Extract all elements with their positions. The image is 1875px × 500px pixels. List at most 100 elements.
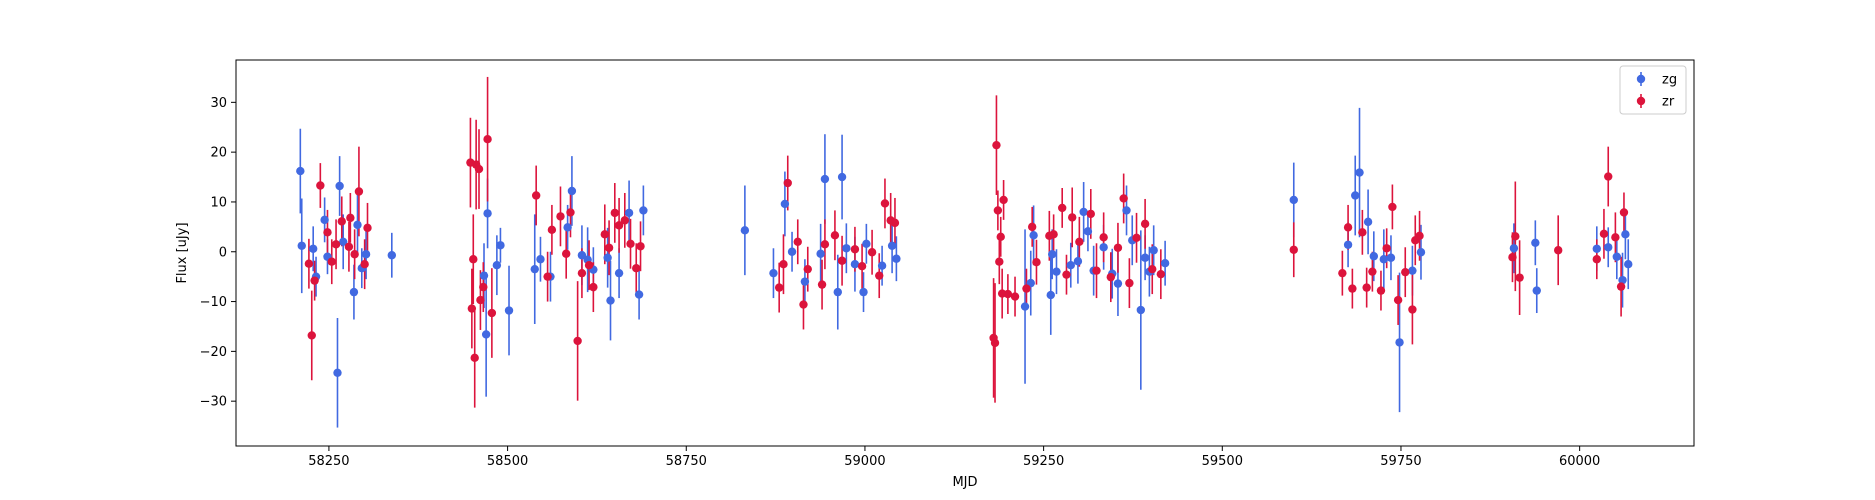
data-point-zg	[530, 264, 539, 274]
data-point-zg	[1122, 206, 1131, 215]
data-point-zr	[1611, 233, 1620, 242]
data-point-zr	[350, 250, 359, 259]
data-point-zg	[1099, 243, 1108, 252]
data-point-zr	[310, 276, 319, 285]
data-point-zr	[793, 237, 802, 246]
data-point-zg	[361, 250, 371, 259]
x-tick-label: 59500	[1202, 454, 1243, 469]
data-point-zg	[577, 251, 587, 260]
data-point-zr	[363, 223, 372, 233]
data-point-zr	[1010, 292, 1020, 301]
data-point-zg	[1509, 244, 1519, 253]
data-point-zg	[1343, 240, 1353, 249]
data-point-zg	[1136, 305, 1146, 315]
data-point-zr	[1068, 213, 1077, 222]
data-point-zg	[603, 253, 612, 262]
data-point-zr	[999, 195, 1008, 205]
data-point-zr	[1062, 270, 1071, 279]
data-point-zr	[1358, 228, 1367, 237]
data-point-zg	[1160, 259, 1170, 268]
x-axis-ticks: 58250 58500 58750 59000 59250 59500 59750 60000	[308, 446, 1600, 469]
data-point-zr	[479, 282, 488, 292]
data-point-zg	[1624, 260, 1633, 269]
data-point-zr	[561, 249, 571, 258]
data-point-zg	[1046, 290, 1055, 300]
data-point-zr	[346, 213, 355, 223]
data-point-zr	[1515, 273, 1524, 282]
y-tick-label: −10	[200, 295, 227, 310]
data-point-zr	[1362, 283, 1371, 292]
x-tick-label: 58250	[308, 454, 349, 469]
data-point-zg	[353, 220, 362, 230]
data-point-zg	[1113, 279, 1123, 288]
data-point-zr	[1408, 305, 1417, 314]
data-point-zg	[1386, 253, 1396, 262]
data-point-zr	[1022, 284, 1031, 293]
data-point-zg	[479, 271, 489, 280]
data-point-zr	[566, 208, 575, 217]
data-point-zg	[335, 181, 344, 191]
data-point-zg	[892, 254, 901, 263]
data-point-zr	[344, 242, 354, 251]
data-point-zr	[1106, 272, 1116, 282]
data-point-zg	[800, 277, 810, 286]
data-point-zg	[1531, 238, 1540, 247]
data-point-zr	[992, 140, 1001, 150]
data-point-zg	[859, 287, 868, 297]
data-point-zg	[1604, 243, 1613, 252]
data-point-zr	[620, 216, 629, 225]
data-point-zr	[483, 134, 492, 144]
data-point-zr	[636, 242, 645, 251]
data-point-zg	[387, 251, 397, 260]
data-point-zr	[867, 248, 877, 257]
data-point-zg	[1073, 257, 1083, 266]
data-point-zg	[567, 186, 577, 196]
data-point-zr	[1099, 233, 1108, 242]
data-point-zg	[1140, 253, 1150, 262]
data-point-zg	[504, 306, 514, 315]
data-point-zr	[803, 264, 812, 274]
data-point-zg	[1532, 286, 1541, 295]
data-point-zg	[1612, 252, 1622, 261]
data-point-zr	[783, 178, 792, 188]
data-point-zg	[614, 268, 624, 278]
data-point-zr	[1075, 237, 1084, 246]
data-point-zg	[769, 268, 778, 278]
data-point-zr	[1125, 278, 1134, 288]
data-point-zr	[600, 230, 609, 239]
legend-label-zg: zg	[1662, 73, 1677, 88]
legend-marker-zr	[1636, 96, 1646, 106]
data-points	[296, 134, 1633, 377]
data-point-zg	[1289, 195, 1298, 205]
data-point-zg	[1029, 231, 1038, 240]
data-point-zg	[1395, 338, 1404, 347]
data-point-zr	[1343, 223, 1353, 232]
data-point-zr	[1027, 222, 1037, 232]
data-point-zr	[1604, 172, 1613, 181]
data-point-zr	[1393, 295, 1403, 305]
data-point-zr	[1032, 258, 1041, 267]
error-bars	[299, 76, 1630, 428]
data-point-zr	[1132, 233, 1141, 243]
data-point-zr	[1086, 209, 1095, 219]
legend-marker-zg	[1636, 74, 1646, 84]
data-point-zg	[1079, 207, 1088, 217]
y-tick-label: 20	[210, 146, 227, 161]
data-point-zg	[536, 255, 545, 264]
data-point-zr	[1289, 245, 1298, 254]
data-point-zr	[360, 260, 369, 269]
data-point-zr	[1140, 219, 1150, 229]
data-point-zg	[877, 261, 887, 270]
y-tick-label: 10	[210, 195, 227, 210]
data-point-zg	[1149, 246, 1158, 255]
data-point-zg	[1363, 217, 1373, 227]
data-point-zg	[1379, 255, 1389, 264]
data-point-zr	[487, 308, 497, 318]
data-point-zr	[1376, 286, 1386, 295]
data-point-zr	[993, 206, 1003, 215]
data-point-zg	[1369, 252, 1379, 261]
data-point-zr	[1616, 282, 1626, 291]
data-point-zr	[1092, 266, 1101, 275]
data-point-zr	[1113, 243, 1123, 252]
